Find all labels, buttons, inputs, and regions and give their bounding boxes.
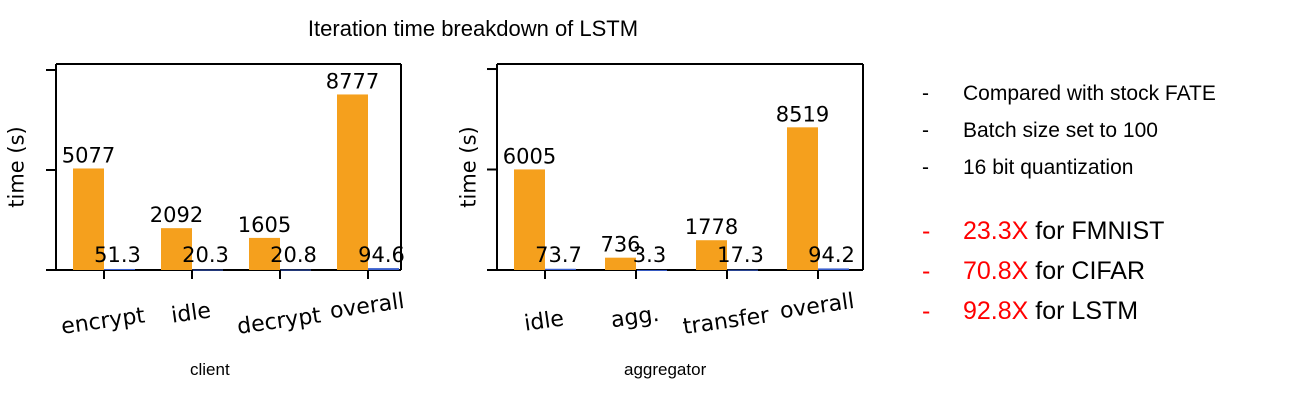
speedup-label: for CIFAR xyxy=(1028,257,1146,285)
x-tick-label: encrypt xyxy=(60,303,147,340)
bar-value-label: 94.6 xyxy=(358,243,405,267)
x-tick-label: idle xyxy=(170,298,213,328)
bar-secondary xyxy=(727,269,758,271)
speedup-value: 70.8X xyxy=(963,257,1029,285)
bar-primary xyxy=(514,169,545,270)
chart2-xlabel: aggregator xyxy=(624,360,707,379)
bar-value-label: 20.3 xyxy=(182,243,229,267)
bar-primary xyxy=(73,168,104,270)
x-tick-label: transfer xyxy=(681,303,771,340)
speedup-label: for FMNIST xyxy=(1028,217,1165,245)
bar-value-label: 736 xyxy=(600,233,640,257)
bar-value-label: 94.2 xyxy=(808,243,855,267)
bar-value-label: 5077 xyxy=(62,143,115,167)
y-axis-label: time (s) xyxy=(4,126,28,207)
bullet-dash: - xyxy=(922,119,929,142)
bar-primary xyxy=(605,257,636,270)
y-axis-label: time (s) xyxy=(456,126,480,207)
speedup-label: for LSTM xyxy=(1028,297,1139,325)
bar-secondary xyxy=(818,268,849,270)
bullet-dash: - xyxy=(922,297,931,325)
x-tick-label: agg. xyxy=(609,302,660,333)
bar-value-label: 6005 xyxy=(503,144,556,168)
bar-value-label: 20.8 xyxy=(270,243,317,267)
bar-value-label: 2092 xyxy=(150,203,203,227)
bullet-dash: - xyxy=(922,217,931,245)
x-tick-label: idle xyxy=(523,306,566,336)
bullet-dash: - xyxy=(922,156,929,179)
bar-value-label: 1778 xyxy=(685,215,738,239)
bullet-dash: - xyxy=(922,257,931,285)
bar-value-label: 3.3 xyxy=(633,243,666,267)
speedup-text: 70.8X for CIFAR xyxy=(963,257,1145,286)
bar-primary xyxy=(161,228,192,270)
bar-value-label: 51.3 xyxy=(94,243,141,267)
speedup-text: 92.8X for LSTM xyxy=(963,297,1138,326)
bar-primary xyxy=(787,127,818,270)
x-tick-label: overall xyxy=(778,289,856,324)
bullet-dash: - xyxy=(922,82,929,105)
speedup-value: 92.8X xyxy=(963,297,1029,325)
bar-secondary xyxy=(545,268,576,270)
figure-title: Iteration time breakdown of LSTM xyxy=(307,16,639,41)
bar-value-label: 8519 xyxy=(776,102,829,126)
bar-primary xyxy=(696,240,727,270)
note-text: 16 bit quantization xyxy=(963,156,1134,179)
bar-secondary xyxy=(368,268,399,270)
bar-secondary xyxy=(280,269,311,271)
x-tick-label: decrypt xyxy=(236,303,323,340)
chart1-xlabel: client xyxy=(190,360,230,379)
x-tick-label: overall xyxy=(328,289,406,324)
bar-primary xyxy=(337,94,368,271)
bar-value-label: 1605 xyxy=(238,213,291,237)
bar-secondary xyxy=(636,269,667,271)
bar-value-label: 8777 xyxy=(326,69,379,93)
bar-primary xyxy=(249,237,280,270)
bar-secondary xyxy=(192,269,223,271)
speedup-value: 23.3X xyxy=(963,217,1029,245)
note-text: Batch size set to 100 xyxy=(963,119,1158,142)
note-text: Compared with stock FATE xyxy=(963,82,1216,105)
bar-secondary xyxy=(104,268,135,270)
bar-value-label: 73.7 xyxy=(535,243,582,267)
bar-value-label: 17.3 xyxy=(717,243,764,267)
speedup-text: 23.3X for FMNIST xyxy=(963,217,1164,246)
